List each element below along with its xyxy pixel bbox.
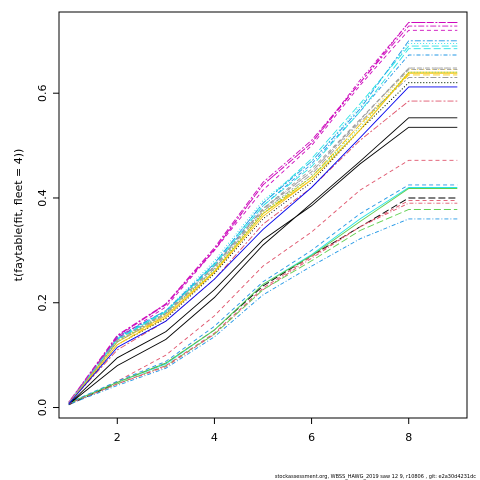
y-tick-label: 0.4 [36,189,49,207]
plot-frame [58,11,468,419]
series-line-3 [68,82,458,404]
y-axis: 0.0 0.2 0.4 0.6 [36,84,59,416]
y-tick-label: 0.2 [36,294,49,312]
series-line-26 [68,200,458,405]
series-line-9 [68,82,458,405]
x-tick-label: 6 [308,431,315,444]
series-layer [68,22,458,406]
series-line-23 [68,74,458,404]
series-line-29 [68,48,458,404]
series-line-12 [68,40,458,404]
series-line-6 [68,25,458,403]
series-line-31 [68,72,458,404]
x-tick-label: 8 [405,431,412,444]
x-tick-label: 2 [114,431,121,444]
series-line-4 [68,54,458,404]
series-line-30 [68,22,458,403]
series-line-14 [68,29,458,403]
series-line-25 [68,117,458,405]
series-line-19 [68,188,458,404]
series-line-1 [68,126,458,405]
series-line-18 [68,100,458,404]
series-line-32 [68,69,458,404]
series-line-20 [68,184,458,404]
footer-note: stockassessment.org, WBSS_HAWG_2019 saw … [275,474,476,480]
series-line-2 [68,159,458,405]
y-tick-label: 0.6 [36,84,49,102]
series-line-8 [68,67,458,404]
y-tick-label: 0.0 [36,399,49,417]
series-line-10 [68,202,458,405]
y-axis-title: t(faytable(fit, fleet = 4)) [12,149,25,282]
x-tick-label: 4 [211,431,218,444]
series-line-33 [68,86,458,405]
series-line-28 [68,218,458,405]
series-line-27 [68,71,458,404]
series-line-11 [68,209,458,405]
series-line-7 [68,71,458,404]
series-line-15 [68,69,458,404]
x-axis: 2 4 6 8 [114,418,412,444]
